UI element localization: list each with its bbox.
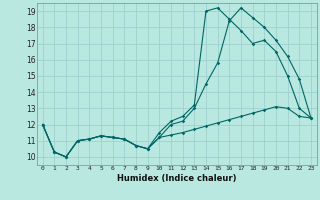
X-axis label: Humidex (Indice chaleur): Humidex (Indice chaleur) bbox=[117, 174, 236, 183]
